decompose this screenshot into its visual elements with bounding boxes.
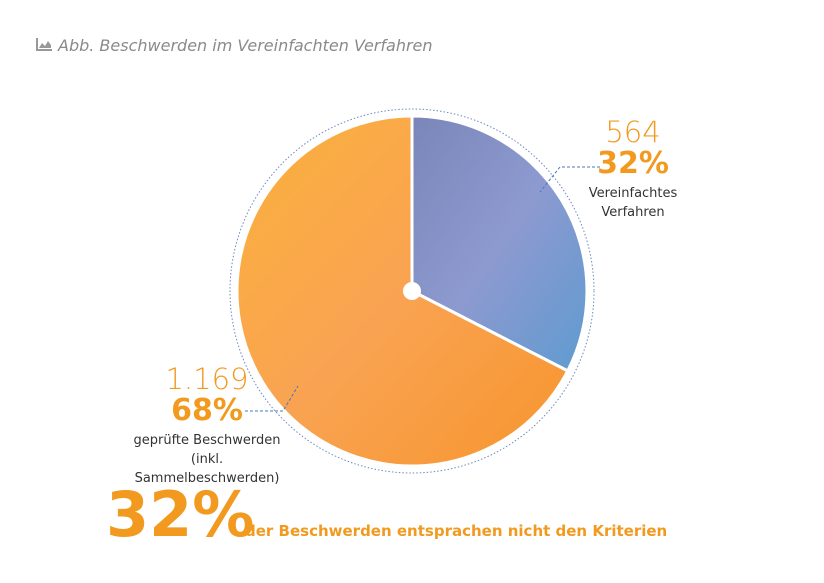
outer-ring — [229, 108, 595, 474]
center-dot — [403, 282, 421, 300]
value-label: 1.169 — [165, 362, 249, 396]
title-icon — [36, 38, 52, 51]
pie-slice — [410, 114, 589, 373]
value-label: 564 — [605, 115, 661, 149]
annotation-value: 32% — [106, 478, 255, 551]
slice-label: 564 32% Vereinfachtes Verfahren — [553, 116, 713, 222]
share-label: 68% — [171, 393, 243, 428]
chart-title: Abb. Beschwerden im Vereinfachten Verfah… — [58, 36, 433, 55]
annotation-text: der Beschwerden entsprachen nicht den Kr… — [245, 522, 668, 540]
category-label: geprüfte Beschwerden (inkl. Sammelbeschw… — [133, 433, 281, 486]
pie-slice — [235, 114, 570, 468]
leader-line — [245, 385, 299, 412]
slice-label: 1.169 68% geprüfte Beschwerden (inkl. Samm… — [127, 363, 287, 488]
leader-line — [539, 166, 600, 193]
share-label: 32% — [597, 146, 669, 181]
category-label: Vereinfachtes Verfahren — [588, 186, 678, 220]
